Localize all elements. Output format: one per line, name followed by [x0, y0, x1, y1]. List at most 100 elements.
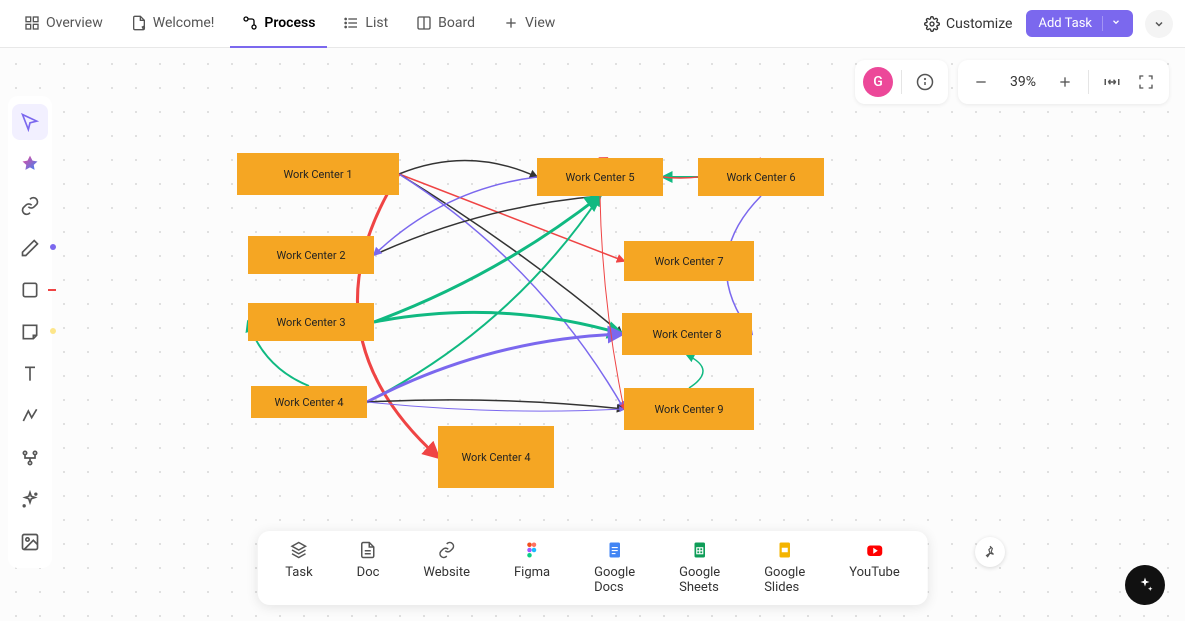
diagram-node[interactable]: Work Center 4 [251, 386, 367, 418]
minus-icon [973, 74, 989, 90]
figma-icon [523, 541, 541, 559]
info-icon [916, 73, 934, 91]
relation-tool[interactable] [12, 440, 48, 476]
diagram-node[interactable]: Work Center 2 [248, 236, 374, 274]
insert-bar: Task Doc WebsiteFigma Google Docs Google She… [257, 531, 928, 605]
presence-pill: G [855, 60, 948, 104]
tab-welcome[interactable]: Welcome! [119, 0, 227, 48]
add-task-label: Add Task [1038, 16, 1092, 31]
diagram-edge[interactable] [367, 196, 600, 402]
insert-youtube[interactable]: YouTube [827, 541, 922, 595]
info-button[interactable] [910, 67, 940, 97]
diagram-node[interactable]: Work Center 5 [537, 158, 663, 196]
magic-tool[interactable] [12, 482, 48, 518]
tab-overview[interactable]: Overview [12, 0, 115, 48]
diagram-node[interactable]: Work Center 7 [624, 241, 754, 281]
insert-gdoc[interactable]: Google Docs [572, 541, 657, 595]
diagram-edge[interactable] [399, 160, 537, 177]
tab-process[interactable]: Process [230, 0, 327, 48]
square-icon [20, 280, 40, 300]
insert-gsheet[interactable]: Google Sheets [657, 541, 742, 595]
expand-menu-button[interactable] [1145, 10, 1173, 38]
insert-gslide[interactable]: Google Slides [742, 541, 827, 595]
tab-add-view[interactable]: View [491, 0, 567, 48]
gdoc-icon [606, 541, 624, 559]
image-tool[interactable] [12, 524, 48, 560]
diagram-edge[interactable] [374, 312, 622, 334]
insert-label: Google Sheets [679, 565, 720, 595]
zoom-in-button[interactable] [1050, 67, 1080, 97]
connector-icon [20, 406, 40, 426]
process-icon [242, 15, 258, 31]
fullscreen-icon [1138, 74, 1154, 90]
insert-label: Google Docs [594, 565, 635, 595]
insert-figma[interactable]: Figma [492, 541, 572, 595]
shape-tool[interactable] [12, 272, 48, 308]
color-indicator [50, 328, 56, 334]
diagram-node[interactable]: Work Center 3 [248, 303, 374, 341]
list-icon [343, 15, 359, 31]
diagram-node[interactable]: Work Center 8 [622, 313, 752, 355]
image-icon [20, 532, 40, 552]
relation-icon [20, 448, 40, 468]
pin-icon [983, 545, 997, 559]
gear-icon [924, 16, 940, 32]
tab-list[interactable]: List [331, 0, 400, 48]
sticky-icon [20, 322, 40, 342]
insert-label: Google Slides [764, 565, 805, 595]
tab-label: Overview [46, 15, 103, 31]
connector-tool[interactable] [12, 398, 48, 434]
doc-star-icon [131, 15, 147, 31]
fit-width-button[interactable] [1097, 67, 1127, 97]
text-icon [20, 364, 40, 384]
diagram-node[interactable]: Work Center 6 [698, 158, 824, 196]
fit-width-icon [1103, 73, 1121, 91]
ai-tool[interactable] [12, 146, 48, 182]
insert-label: Doc [357, 565, 380, 580]
add-task-button[interactable]: Add Task [1026, 10, 1133, 37]
diagram-edge[interactable] [367, 402, 624, 411]
customize-button[interactable]: Customize [914, 16, 1022, 32]
task-icon [290, 541, 308, 559]
board-icon [416, 15, 432, 31]
grid-icon [24, 15, 40, 31]
pin-button[interactable] [975, 537, 1005, 567]
text-tool[interactable] [12, 356, 48, 392]
diagram-edge[interactable] [399, 174, 622, 334]
link-icon [20, 196, 40, 216]
chevron-down-icon[interactable] [1102, 16, 1121, 31]
zoom-percent[interactable]: 39% [1000, 74, 1046, 90]
customize-label: Customize [946, 16, 1012, 32]
diagram-edge[interactable] [687, 355, 703, 388]
avatar[interactable]: G [863, 67, 893, 97]
whiteboard-canvas[interactable]: G 39% Work Center 1 Work Center 2 Work Cen… [0, 48, 1185, 621]
fullscreen-button[interactable] [1131, 67, 1161, 97]
sparkle-icon [20, 490, 40, 510]
insert-link[interactable]: Website [401, 541, 492, 595]
tab-label: Board [438, 15, 475, 31]
doc-icon [359, 541, 377, 559]
diagram-node[interactable]: Work Center 9 [624, 388, 754, 430]
zoom-controls: 39% [958, 60, 1169, 104]
gsheet-icon [691, 541, 709, 559]
tab-board[interactable]: Board [404, 0, 487, 48]
diagram-edge[interactable] [374, 196, 600, 255]
tab-label: Process [264, 15, 315, 31]
zoom-out-button[interactable] [966, 67, 996, 97]
diagram-node[interactable]: Work Center 1 [237, 153, 399, 195]
cursor-tool[interactable] [12, 104, 48, 140]
diagram-edge[interactable] [367, 334, 622, 402]
pen-tool[interactable] [12, 230, 48, 266]
left-toolbar [8, 96, 52, 568]
plus-icon [1057, 74, 1073, 90]
insert-task[interactable]: Task [263, 541, 334, 595]
link-tool[interactable] [12, 188, 48, 224]
insert-doc[interactable]: Doc [335, 541, 402, 595]
sticky-tool[interactable] [12, 314, 48, 350]
diagram-node[interactable]: Work Center 4 [438, 426, 554, 488]
youtube-icon [866, 541, 884, 559]
diagram-edge[interactable] [367, 400, 624, 409]
chevron-down-icon [1153, 18, 1165, 30]
cursor-icon [20, 112, 40, 132]
ai-fab-button[interactable] [1125, 565, 1165, 605]
